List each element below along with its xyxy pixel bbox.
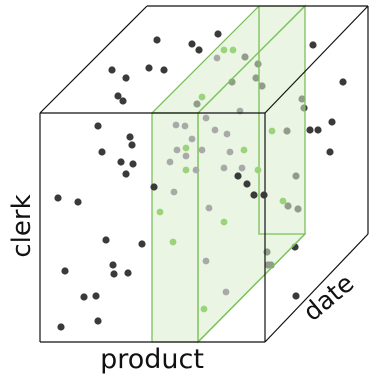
data-point: [292, 292, 300, 300]
data-point: [260, 191, 268, 199]
data-point: [234, 172, 242, 180]
data-point-highlighted: [240, 146, 248, 154]
cube-edge: [264, 5, 369, 114]
data-point-in-slice: [211, 126, 219, 134]
slice-data-points: [156, 46, 287, 313]
data-point-in-slice: [166, 158, 174, 166]
data-point-in-slice: [192, 166, 200, 174]
data-point-highlighted: [220, 218, 228, 226]
data-point-in-slice: [172, 121, 180, 129]
data-point: [150, 183, 158, 191]
data-point-in-slice: [170, 188, 178, 196]
data-point: [94, 317, 102, 325]
data-point: [57, 323, 65, 331]
data-point-highlighted: [254, 166, 262, 174]
data-point-highlighted: [220, 46, 228, 54]
data-point: [160, 66, 168, 74]
data-point: [339, 78, 347, 86]
data-point-in-slice: [223, 130, 231, 138]
data-point: [243, 180, 251, 188]
data-point: [309, 41, 317, 49]
data-point-highlighted: [268, 127, 276, 135]
data-point: [109, 261, 117, 269]
date-axis-label: date: [298, 268, 360, 326]
data-point-highlighted: [182, 144, 190, 152]
front-data-points: [54, 122, 268, 331]
data-point-in-slice: [173, 146, 181, 154]
data-point-in-slice: [238, 164, 246, 172]
data-point: [94, 122, 102, 130]
data-point-in-slice: [220, 164, 228, 172]
data-point: [119, 97, 127, 105]
data-point: [306, 126, 314, 134]
data-point-highlighted: [279, 197, 287, 205]
data-point: [108, 66, 116, 74]
data-point: [122, 170, 130, 178]
data-point: [326, 148, 334, 156]
data-point-in-slice: [202, 114, 210, 122]
data-point: [145, 64, 153, 72]
data-point: [80, 293, 88, 301]
data-point-in-slice: [202, 257, 210, 265]
data-point: [122, 74, 130, 82]
clerk-axis-label: clerk: [7, 194, 37, 257]
cube-edge: [39, 5, 148, 114]
slice-edges: [197, 6, 307, 343]
data-point-in-slice: [226, 148, 234, 156]
data-point: [214, 30, 222, 38]
data-point: [188, 40, 196, 48]
cube-edge: [264, 233, 369, 343]
data-point-highlighted: [169, 238, 177, 246]
data-point: [98, 148, 106, 156]
data-point: [61, 267, 69, 275]
data-point: [74, 198, 82, 206]
data-point-in-slice: [222, 288, 230, 296]
data-point: [128, 141, 136, 149]
data-point: [102, 236, 110, 244]
data-point: [124, 269, 132, 277]
data-point: [126, 133, 134, 141]
data-point-in-slice: [188, 135, 196, 143]
data-point: [250, 191, 258, 199]
data-point-in-slice: [198, 146, 206, 154]
data-point-highlighted: [198, 93, 206, 101]
data-point: [54, 194, 62, 202]
data-point: [314, 126, 322, 134]
data-point-in-slice: [205, 204, 213, 212]
data-point-highlighted: [182, 166, 190, 174]
data-point: [117, 158, 125, 166]
data-point: [129, 160, 137, 168]
product-axis-label: product: [100, 344, 204, 375]
data-point: [114, 92, 122, 100]
data-point: [153, 36, 161, 44]
data-point: [328, 118, 336, 126]
data-point: [195, 46, 203, 54]
cube-wireframe: [39, 5, 369, 343]
data-point-in-slice: [182, 152, 190, 160]
data-point: [92, 292, 100, 300]
data-point-highlighted: [156, 208, 164, 216]
data-point-highlighted: [229, 46, 237, 54]
data-point: [138, 240, 146, 248]
data-point-in-slice: [181, 122, 189, 130]
data-point-in-slice: [213, 54, 221, 62]
data-point-highlighted: [200, 305, 208, 313]
data-point: [110, 270, 118, 278]
